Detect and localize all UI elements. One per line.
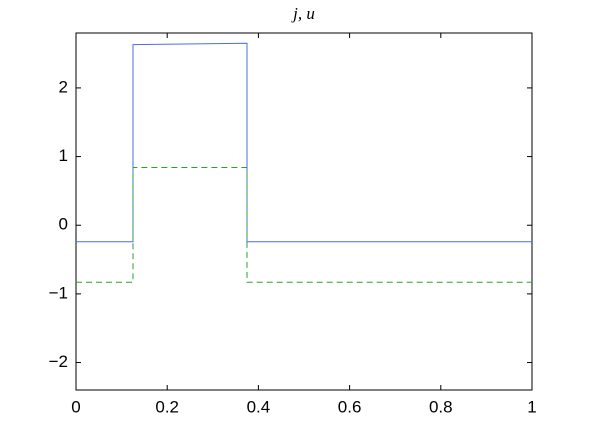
y-tick-label: 0 [59, 215, 68, 234]
x-tick-label: 0.6 [338, 397, 362, 416]
y-tick-label: 2 [59, 77, 68, 96]
x-tick-label: 0 [71, 397, 80, 416]
y-tick-label: −1 [49, 283, 68, 302]
y-tick-label: −2 [49, 352, 68, 371]
series-line [76, 42, 532, 243]
axes-box [75, 32, 533, 391]
chart-title: j, u [291, 4, 315, 23]
x-tick-label: 0.8 [429, 397, 453, 416]
x-tick-label: 0.4 [247, 397, 271, 416]
x-tick-label: 1 [527, 397, 536, 416]
x-tick-label: 0.2 [155, 397, 179, 416]
y-tick-label: 1 [59, 146, 68, 165]
